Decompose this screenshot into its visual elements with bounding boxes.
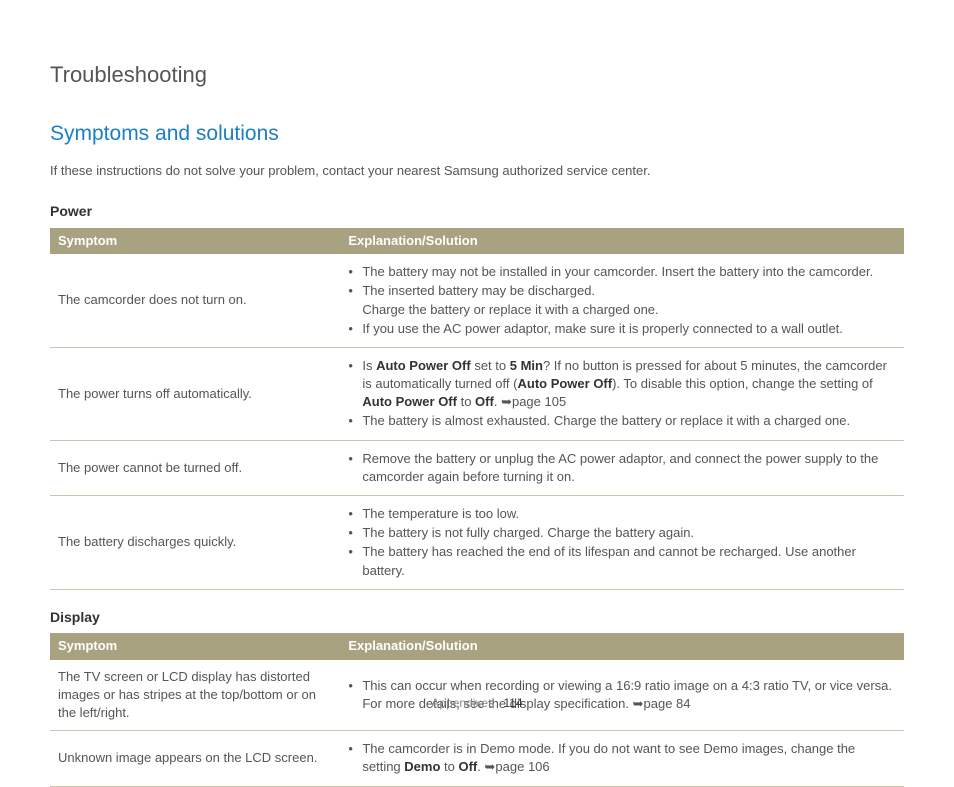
intro-text: If these instructions do not solve your …	[50, 162, 904, 180]
table-title: Display	[50, 608, 904, 628]
troubleshooting-table: SymptomExplanation/SolutionThe camcorder…	[50, 228, 904, 590]
column-header: Explanation/Solution	[340, 633, 904, 659]
section-title: Symptoms and solutions	[50, 119, 904, 148]
solution-item: If you use the AC power adaptor, make su…	[348, 320, 896, 338]
solution-item: Is Auto Power Off set to 5 Min? If no bu…	[348, 357, 896, 412]
solution-item: Remove the battery or unplug the AC powe…	[348, 450, 896, 486]
page-title: Troubleshooting	[50, 60, 904, 91]
solution-item: The battery has reached the end of its l…	[348, 543, 896, 579]
solution-cell: Is Auto Power Off set to 5 Min? If no bu…	[340, 347, 904, 440]
page-footer: Appendixes 114	[0, 695, 954, 712]
solution-item: The camcorder is in Demo mode. If you do…	[348, 740, 896, 776]
symptom-cell: The battery discharges quickly.	[50, 496, 340, 590]
table-title: Power	[50, 202, 904, 222]
table-row: The camcorder does not turn on. The batte…	[50, 254, 904, 347]
symptom-cell: The power turns off automatically.	[50, 347, 340, 440]
symptom-cell: The camcorder does not turn on.	[50, 254, 340, 347]
symptom-cell: The power cannot be turned off.	[50, 440, 340, 495]
table-row: The power turns off automatically.Is Aut…	[50, 347, 904, 440]
solution-cell: The temperature is too low.The battery i…	[340, 496, 904, 590]
table-row: The power cannot be turned off.Remove th…	[50, 440, 904, 495]
solution-item: The temperature is too low.	[348, 505, 896, 523]
solution-item: The battery is not fully charged. Charge…	[348, 524, 896, 542]
solution-cell: Remove the battery or unplug the AC powe…	[340, 440, 904, 495]
solution-cell: The battery may not be installed in your…	[340, 254, 904, 347]
column-header: Symptom	[50, 633, 340, 659]
solution-item: The battery is almost exhausted. Charge …	[348, 412, 896, 430]
page-number: 114	[503, 696, 522, 710]
solution-item: The inserted battery may be discharged.C…	[348, 282, 896, 318]
solution-item: The battery may not be installed in your…	[348, 263, 896, 281]
table-row: Unknown image appears on the LCD screen.…	[50, 731, 904, 786]
symptom-cell: Unknown image appears on the LCD screen.	[50, 731, 340, 786]
solution-cell: The camcorder is in Demo mode. If you do…	[340, 731, 904, 786]
footer-label: Appendixes	[431, 696, 494, 710]
column-header: Symptom	[50, 228, 340, 254]
column-header: Explanation/Solution	[340, 228, 904, 254]
table-row: The battery discharges quickly.The tempe…	[50, 496, 904, 590]
